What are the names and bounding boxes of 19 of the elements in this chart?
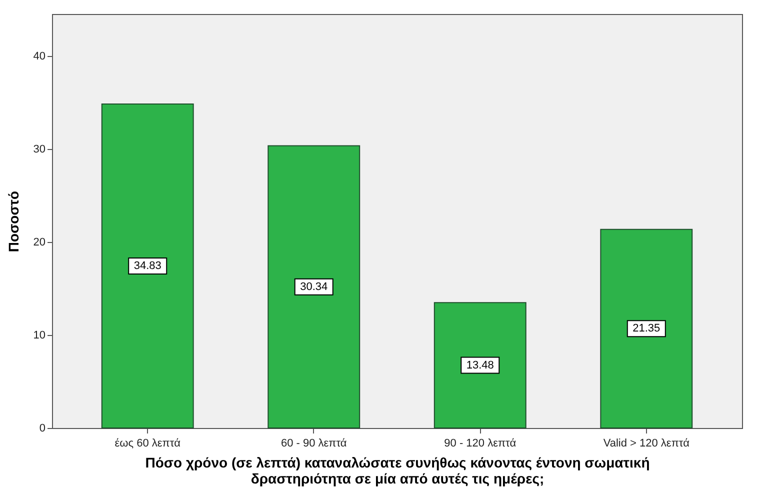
- bar: [101, 103, 194, 428]
- y-axis-title: Ποσοστό: [5, 190, 22, 252]
- data-label: 13.48: [466, 359, 494, 372]
- y-tick-label: 30: [33, 143, 46, 156]
- data-label: 34.83: [134, 260, 162, 272]
- x-tick-label: 90 - 120 λεπτά: [444, 438, 517, 450]
- data-label: 21.35: [632, 322, 660, 335]
- bar: [434, 302, 526, 428]
- data-label: 30.34: [300, 280, 328, 293]
- bar: [600, 228, 693, 428]
- y-tick-label: 40: [33, 50, 46, 62]
- y-tick-label: 10: [33, 329, 46, 342]
- y-tick-label: 20: [33, 236, 46, 248]
- x-tick-label: 60 - 90 λεπτά: [280, 438, 348, 450]
- x-axis-title: Πόσο χρόνο (σε λεπτά) καταναλώσατε συνήθως κάνοντας έντονη σωματική δραστηριότητα σε μία από αυτές τις ημέρες;: [145, 454, 650, 486]
- y-tick-label: 0: [39, 422, 46, 434]
- x-tick-label: έως 60 λεπτά: [114, 438, 182, 450]
- bar: [268, 145, 360, 428]
- x-tick-label: Valid > 120 λεπτά: [603, 438, 690, 450]
